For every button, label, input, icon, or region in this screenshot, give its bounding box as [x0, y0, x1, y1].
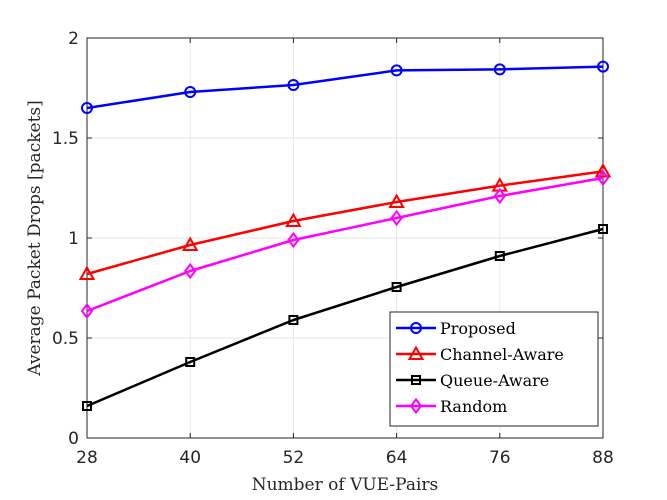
x-tick-label: 76	[489, 448, 511, 468]
x-tick-label: 64	[386, 448, 408, 468]
legend: Proposed Channel-Aware Queue-Aware Random	[389, 311, 599, 427]
data-point-random	[596, 169, 610, 187]
legend-label: Queue-Aware	[440, 371, 549, 390]
legend-marker	[410, 322, 422, 334]
data-point-random	[390, 209, 403, 227]
y-tick-label: 1	[68, 229, 79, 249]
series-line-queue-aware	[86, 227, 604, 408]
data-point-random	[80, 302, 94, 320]
series-line-proposed	[86, 65, 604, 110]
data-point-queue-aware	[185, 357, 196, 367]
series-channel-aware	[78, 162, 612, 280]
x-axis: 28 40 52 64 76 88	[76, 38, 614, 468]
data-point-channel-aware	[181, 236, 199, 251]
data-point-queue-aware	[494, 251, 505, 261]
legend-label: Channel-Aware	[440, 345, 564, 364]
y-tick-label: 0	[68, 429, 79, 449]
series-random	[80, 169, 610, 320]
data-point-channel-aware	[594, 162, 612, 178]
data-point-proposed	[184, 86, 197, 98]
data-point-random	[287, 231, 300, 249]
legend-item-random: Random	[396, 397, 507, 416]
legend-marker	[409, 397, 423, 415]
data-point-channel-aware	[285, 212, 302, 227]
x-tick-label: 52	[283, 448, 305, 468]
x-tick-label: 88	[592, 448, 614, 468]
legend-label: Proposed	[440, 319, 516, 338]
data-point-queue-aware	[82, 401, 92, 411]
data-point-proposed	[597, 60, 609, 73]
y-tick-label: 2	[68, 29, 79, 49]
data-point-queue-aware	[288, 315, 299, 325]
y-axis-label: Average Packet Drops [packets]	[25, 100, 45, 377]
legend-marker	[407, 345, 425, 360]
series-line-channel-aware	[86, 170, 604, 276]
y-axis: 0 0.5 1 1.5 2	[52, 29, 603, 449]
legend-item-queue-aware: Queue-Aware	[396, 371, 549, 390]
data-point-proposed	[493, 63, 506, 76]
legend-label: Random	[440, 397, 507, 416]
x-tick-label: 28	[76, 448, 98, 468]
data-point-proposed	[390, 64, 403, 77]
data-point-channel-aware	[388, 193, 405, 208]
series-proposed	[81, 60, 609, 114]
series-line-random	[86, 176, 604, 313]
x-axis-label: Number of VUE-Pairs	[252, 475, 439, 495]
legend-item-channel-aware: Channel-Aware	[396, 345, 564, 364]
data-point-queue-aware	[598, 224, 608, 234]
data-point-queue-aware	[391, 282, 402, 292]
legend-item-proposed: Proposed	[396, 319, 516, 338]
series-queue-aware	[82, 224, 608, 411]
data-point-random	[493, 187, 507, 205]
data-point-channel-aware	[78, 265, 96, 280]
data-point-proposed	[287, 79, 300, 91]
data-point-random	[183, 262, 197, 280]
y-tick-label: 1.5	[52, 129, 79, 149]
legend-marker	[411, 375, 421, 385]
x-tick-label: 40	[179, 448, 201, 468]
data-point-proposed	[81, 102, 93, 114]
series-layer	[78, 60, 612, 411]
y-tick-label: 0.5	[52, 329, 79, 349]
